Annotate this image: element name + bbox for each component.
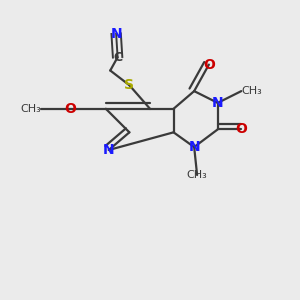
Text: N: N (103, 143, 115, 157)
Text: CH₃: CH₃ (187, 170, 208, 180)
Text: N: N (110, 27, 122, 41)
Text: O: O (64, 102, 76, 116)
Text: S: S (124, 78, 134, 92)
Text: O: O (235, 122, 247, 136)
Text: C: C (113, 51, 122, 64)
Text: CH₃: CH₃ (20, 104, 41, 114)
Text: CH₃: CH₃ (241, 86, 262, 96)
Text: O: O (203, 58, 215, 72)
Text: N: N (212, 96, 224, 110)
Text: N: N (188, 140, 200, 154)
